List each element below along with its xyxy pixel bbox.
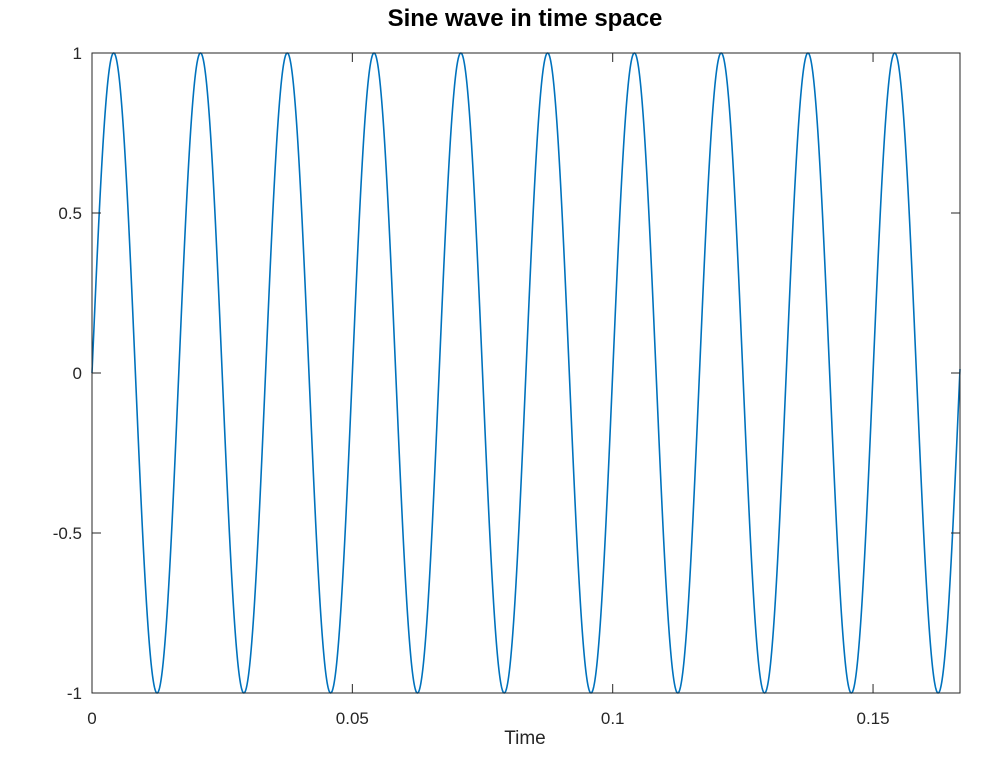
series-line-0 [91,52,961,694]
y-tick-label: 1 [73,44,82,63]
chart-title: Sine wave in time space [388,5,663,32]
y-tick-label: -1 [67,684,82,703]
x-tick-label: 0.15 [856,709,889,728]
y-tick-label: -0.5 [53,524,82,543]
y-tick-label: 0.5 [58,204,82,223]
y-tick-label: 0 [73,364,82,383]
plot-area: 0 0.05 0.1 0.15 -1 -0.5 0 0.5 1 [53,44,961,728]
x-tick-label: 0.1 [601,709,625,728]
x-tick-label: 0.05 [336,709,369,728]
x-tick-label: 0 [87,709,96,728]
x-axis-label: Time [504,728,546,749]
